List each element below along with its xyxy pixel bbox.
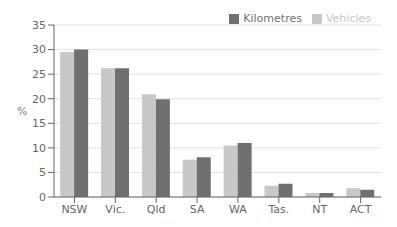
svg-text:10: 10 <box>32 142 46 155</box>
svg-text:ACT: ACT <box>350 203 372 216</box>
svg-text:SA: SA <box>190 203 205 216</box>
svg-text:Qld: Qld <box>147 203 166 216</box>
svg-text:25: 25 <box>32 68 46 81</box>
svg-text:%: % <box>17 105 27 118</box>
svg-text:35: 35 <box>32 19 46 32</box>
svg-text:5: 5 <box>39 166 46 179</box>
svg-text:0: 0 <box>39 191 46 204</box>
html-text:Vehicles: Vehicles <box>325 12 371 25</box>
svg-text:30: 30 <box>32 43 46 56</box>
html-text:Kilometres: Kilometres <box>243 12 302 25</box>
svg-text:Tas.: Tas. <box>267 203 289 216</box>
svg-text:15: 15 <box>32 117 46 130</box>
svg-text:NT: NT <box>312 203 327 216</box>
svg-text:20: 20 <box>32 93 46 106</box>
svg-text:NSW: NSW <box>61 203 87 216</box>
svg-text:WA: WA <box>229 203 247 216</box>
svg-text:Vic.: Vic. <box>105 203 125 216</box>
